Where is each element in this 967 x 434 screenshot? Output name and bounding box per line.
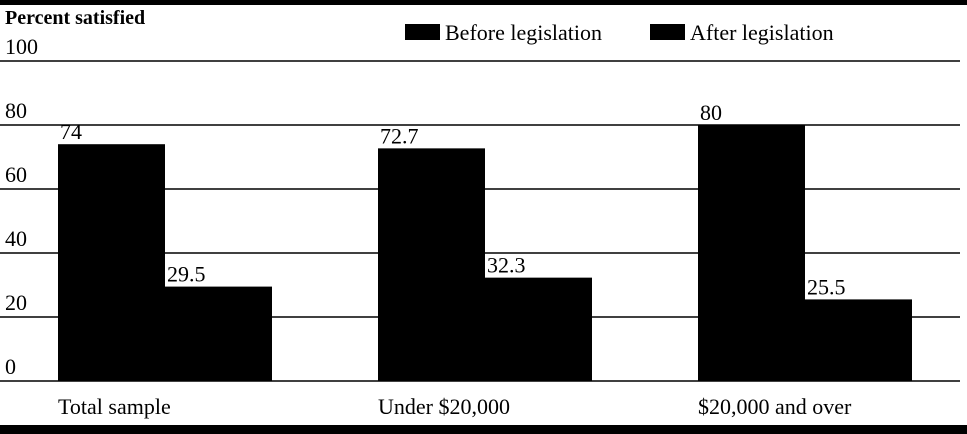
bar	[485, 277, 592, 381]
x-tick-label: Total sample	[58, 394, 171, 419]
bar	[165, 286, 272, 381]
data-label: 74	[60, 119, 82, 144]
y-tick-label: 100	[5, 34, 38, 59]
legend-label: After legislation	[690, 20, 834, 45]
y-tick-label: 40	[5, 226, 27, 251]
bar	[378, 148, 485, 381]
legend-label: Before legislation	[445, 20, 602, 45]
data-label: 25.5	[807, 274, 846, 299]
x-tick-label: Under $20,000	[378, 394, 510, 419]
data-label: 72.7	[380, 123, 419, 148]
bar	[805, 299, 912, 381]
bottom-rule	[0, 425, 967, 434]
x-tick-label: $20,000 and over	[698, 394, 852, 419]
legend-swatch	[650, 24, 685, 40]
data-label: 80	[700, 100, 722, 125]
data-label: 32.3	[487, 253, 526, 278]
y-tick-label: 80	[5, 98, 27, 123]
bar	[58, 144, 165, 381]
data-label: 29.5	[167, 262, 206, 287]
y-axis-label: Percent satisfied	[5, 7, 145, 29]
y-tick-label: 20	[5, 290, 27, 315]
top-rule	[0, 0, 967, 5]
y-tick-label: 0	[5, 354, 16, 379]
y-tick-label: 60	[5, 162, 27, 187]
bar	[698, 125, 805, 381]
legend-swatch	[405, 24, 440, 40]
